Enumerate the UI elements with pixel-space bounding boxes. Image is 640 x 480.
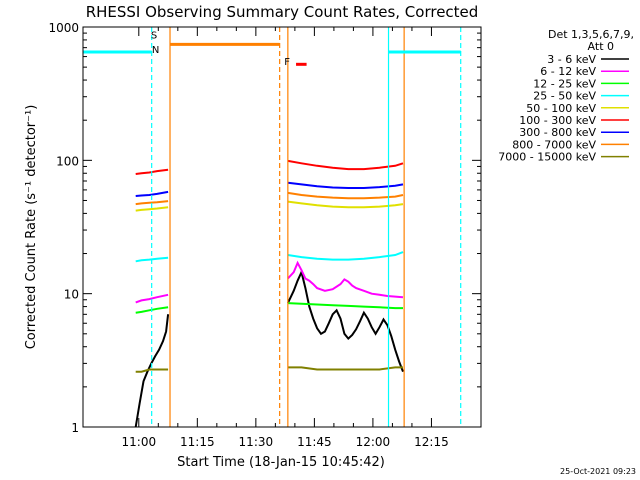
legend-header-attenuator: Att 0 — [588, 40, 614, 53]
legend-label-2: 12 - 25 keV — [533, 77, 596, 90]
series-line-4-segment-0 — [135, 206, 169, 212]
series-line-2-segment-1 — [287, 302, 403, 310]
series-line-4-segment-1 — [287, 200, 404, 209]
annotation-f: F — [284, 57, 290, 68]
legend-label-5: 100 - 300 keV — [519, 114, 596, 127]
series-line-2-segment-0 — [135, 306, 169, 314]
series-line-0-segment-0 — [134, 314, 170, 428]
legend-label-8: 7000 - 15000 keV — [498, 151, 596, 164]
y-tick-label-1: 10 — [64, 288, 79, 302]
legend-header-detectors: Det 1,3,5,6,7,9, — [548, 28, 634, 41]
plot-timestamp: 25-Oct-2021 09:23 — [560, 467, 636, 476]
y-axis-label: Corrected Count Rate (s⁻¹ detector⁻¹) — [24, 105, 39, 350]
series-line-3-segment-1 — [287, 251, 404, 261]
x-tick-label-3: 11:45 — [297, 435, 332, 449]
x-tick-label-0: 11:00 — [122, 435, 157, 449]
series-line-6-segment-0 — [135, 190, 169, 197]
x-tick-label-2: 11:30 — [239, 435, 274, 449]
x-tick-label-4: 12:00 — [356, 435, 391, 449]
legend-label-3: 25 - 50 keV — [533, 90, 596, 103]
plot-frame — [82, 26, 482, 428]
series-line-1-segment-1 — [287, 260, 404, 299]
marker-layer: SN F — [83, 27, 462, 427]
annotation-s: S — [151, 30, 157, 41]
series-line-6-segment-1 — [287, 181, 404, 189]
series-layer — [134, 159, 404, 428]
legend-label-0: 3 - 6 keV — [547, 53, 596, 66]
y-tick-label-2: 100 — [56, 154, 79, 168]
x-axis-label: Start Time (18-Jan-15 10:45:42) — [177, 455, 385, 470]
series-line-5-segment-0 — [135, 168, 169, 175]
series-line-5-segment-1 — [287, 159, 404, 171]
series-line-0-segment-1 — [286, 269, 404, 373]
series-line-8-segment-1 — [287, 366, 403, 371]
series-line-8-segment-0 — [135, 368, 169, 373]
series-line-7-segment-1 — [287, 191, 404, 200]
y-tick-label-0: 1 — [71, 421, 79, 435]
y-tick-label-3: 1000 — [48, 21, 79, 35]
series-line-3-segment-0 — [135, 256, 169, 263]
annotation-n: N — [152, 45, 159, 56]
y-axis: 1 10 100 1000 — [48, 21, 481, 435]
series-line-7-segment-0 — [135, 200, 169, 206]
legend-label-7: 800 - 7000 keV — [512, 138, 596, 151]
chart-title: RHESSI Observing Summary Count Rates, Co… — [86, 3, 479, 21]
plot-area: SN F — [83, 27, 462, 428]
x-tick-label-5: 12:15 — [414, 435, 449, 449]
x-axis: 11:00 11:15 11:30 11:45 12:00 12:15 — [122, 27, 449, 449]
series-line-1-segment-0 — [135, 293, 169, 304]
x-tick-label-1: 11:15 — [180, 435, 215, 449]
legend-label-1: 6 - 12 keV — [540, 65, 596, 78]
legend-label-6: 300 - 800 keV — [519, 126, 596, 139]
legend-label-4: 50 - 100 keV — [526, 102, 596, 115]
